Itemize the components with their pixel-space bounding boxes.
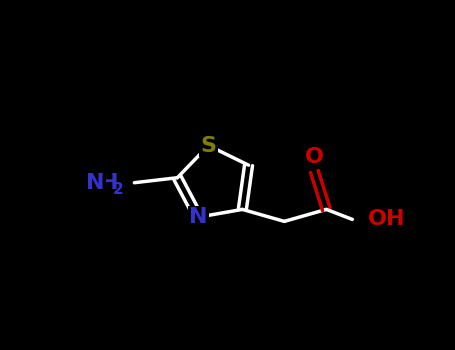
Text: OH: OH: [369, 209, 406, 229]
Text: S: S: [200, 135, 217, 156]
Text: H: H: [100, 173, 119, 193]
Text: O: O: [305, 147, 324, 167]
Text: N: N: [189, 207, 207, 227]
Text: 2: 2: [113, 182, 124, 197]
Text: N: N: [86, 173, 105, 193]
